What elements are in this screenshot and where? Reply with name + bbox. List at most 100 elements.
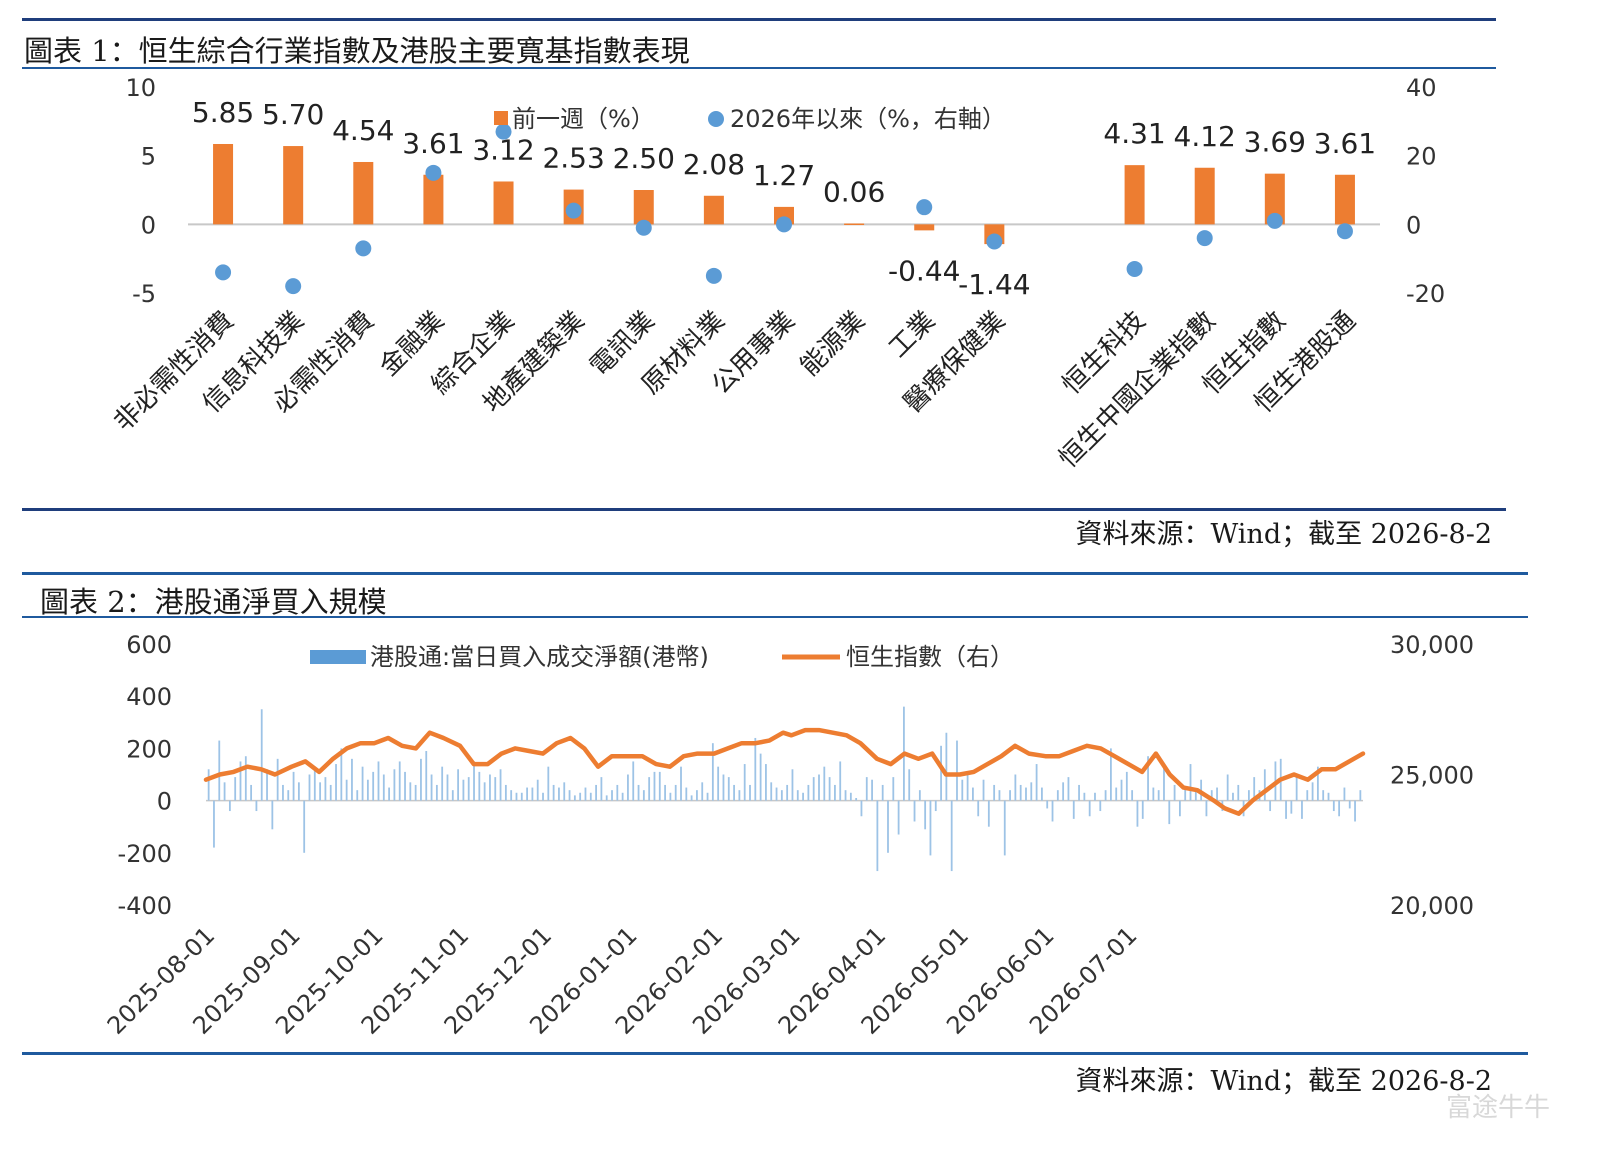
- net-buy-bar: [494, 777, 497, 801]
- net-buy-bar: [1253, 777, 1256, 801]
- net-buy-bar: [430, 774, 433, 801]
- net-buy-bar: [1184, 787, 1187, 801]
- weekly-bar: [283, 146, 304, 225]
- net-buy-bar: [1083, 792, 1086, 801]
- bar-data-label: 5.85: [192, 96, 254, 129]
- right-axis-tick: 25,000: [1390, 762, 1474, 790]
- left-axis-tick: -5: [132, 280, 156, 308]
- chart2-panel: 圖表 2：港股通淨買入規模 600 400 200 0 -200 -400 30,000 25…: [0, 565, 1600, 1154]
- net-buy-bar: [887, 800, 889, 853]
- net-buy-bar: [1290, 800, 1293, 814]
- net-buy-bar: [727, 777, 730, 801]
- net-buy-bar: [520, 792, 523, 801]
- net-buy-bar: [536, 779, 539, 801]
- left-axis-tick: 0: [157, 788, 172, 816]
- net-buy-bar: [1136, 800, 1139, 827]
- watermark: 富途牛牛: [1445, 1093, 1550, 1123]
- net-buy-bar: [1269, 800, 1272, 812]
- net-buy-bar: [701, 782, 704, 801]
- net-buy-bar: [1247, 790, 1250, 801]
- net-buy-bar: [1189, 764, 1192, 801]
- net-buy-bar: [563, 782, 566, 801]
- right-axis-tick: 20: [1406, 143, 1437, 171]
- net-buy-bar: [823, 766, 826, 801]
- chart1-panel: 圖表 1：恒生綜合行業指數及港股主要寬基指數表現 10 5 0 -5 40 20 0 -20 …: [0, 0, 1600, 560]
- left-axis-tick: 0: [141, 211, 156, 239]
- net-buy-bar: [749, 784, 751, 801]
- net-buy-bar: [1210, 790, 1213, 801]
- net-buy-bar: [388, 787, 391, 801]
- net-buy-bar: [780, 790, 783, 801]
- net-buy-bar: [940, 745, 942, 801]
- net-buy-bar: [223, 782, 226, 801]
- ytd-dot: [1266, 212, 1283, 229]
- net-buy-bar: [844, 790, 847, 801]
- legend-bar-label: 前一週（%）: [512, 105, 655, 133]
- net-buy-bar: [372, 771, 375, 801]
- bar-data-label: 3.69: [1244, 126, 1306, 159]
- net-buy-bar: [956, 740, 958, 801]
- net-buy-bar: [499, 769, 502, 801]
- net-buy-bar: [765, 764, 767, 801]
- net-buy-bar: [361, 766, 364, 801]
- net-buy-bar: [1205, 800, 1208, 817]
- net-buy-bar: [1194, 790, 1197, 801]
- net-buy-bar: [881, 784, 884, 801]
- net-buy-bar: [313, 766, 316, 801]
- net-buy-bar: [504, 784, 507, 801]
- net-buy-bar: [1295, 777, 1298, 801]
- net-buy-bar: [462, 779, 465, 801]
- net-buy-bar: [924, 800, 927, 830]
- net-buy-bar: [1263, 769, 1266, 801]
- net-buy-bar: [308, 774, 311, 801]
- net-buy-bar: [515, 792, 518, 801]
- net-buy-bar: [425, 751, 428, 801]
- net-buy-bar: [377, 761, 380, 801]
- net-buy-bar: [250, 784, 253, 801]
- net-buy-bar: [696, 790, 698, 801]
- chart2-source: 資料來源：Wind；截至 2026-8-2: [1075, 1066, 1492, 1097]
- hsi-line: [203, 727, 1366, 816]
- weekly-bar: [914, 224, 935, 231]
- net-buy-bar: [706, 792, 709, 801]
- net-buy-bar: [547, 766, 550, 801]
- weekly-bar: [1264, 173, 1285, 225]
- net-buy-bar: [685, 787, 688, 801]
- net-buy-bar: [1152, 787, 1155, 801]
- net-buy-bar: [669, 792, 672, 801]
- net-buy-bar: [409, 782, 412, 801]
- net-buy-bar: [834, 784, 836, 801]
- net-buy-bar: [589, 792, 592, 801]
- net-buy-bar: [1348, 800, 1351, 809]
- net-buy-bar: [759, 753, 762, 801]
- net-buy-bar: [1327, 792, 1330, 801]
- net-buy-bar: [648, 777, 651, 801]
- net-buy-bar: [271, 800, 274, 830]
- net-buy-bar: [239, 761, 242, 801]
- net-buy-bar: [1030, 782, 1033, 801]
- net-buy-bar: [382, 774, 385, 801]
- net-buy-bar: [950, 800, 953, 872]
- category-label: 工業: [883, 306, 941, 364]
- net-buy-bar: [1062, 782, 1065, 801]
- ytd-dot: [1126, 260, 1143, 277]
- net-buy-bar: [568, 790, 571, 801]
- bar-data-label: 3.12: [472, 133, 534, 166]
- net-buy-bar: [303, 800, 306, 853]
- net-buy-bar: [1003, 800, 1006, 856]
- net-buy-bar: [446, 774, 449, 801]
- net-buy-bar: [345, 779, 348, 801]
- ytd-dot: [635, 219, 652, 236]
- net-buy-bar: [929, 800, 932, 856]
- net-buy-bar: [435, 784, 438, 801]
- net-buy-bar: [573, 795, 576, 801]
- net-buy-bar: [319, 782, 322, 801]
- bar-data-label: 5.70: [262, 98, 324, 131]
- chart2-bottom-rule: [22, 1052, 1528, 1055]
- net-buy-bar: [1359, 790, 1362, 801]
- net-buy-bar: [276, 758, 279, 801]
- category-label: 非必需性消費: [108, 306, 240, 438]
- legend-netbuy-swatch: [310, 650, 366, 664]
- left-axis-tick: 5: [141, 143, 156, 171]
- net-buy-bar: [441, 766, 444, 801]
